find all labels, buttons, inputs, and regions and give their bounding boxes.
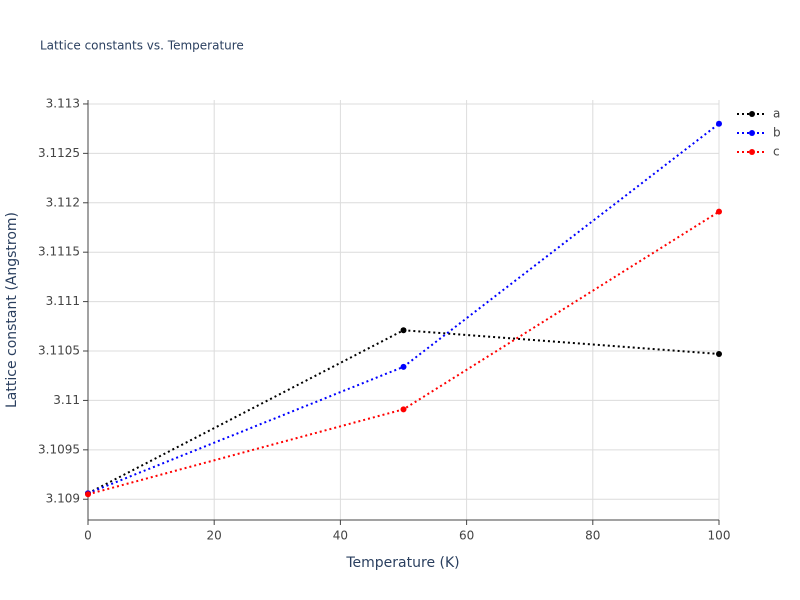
x-tick-label: 100 xyxy=(708,529,731,543)
legend-label: c xyxy=(773,145,780,159)
y-tick-label: 3.112 xyxy=(46,195,80,209)
y-tick-label: 3.1125 xyxy=(38,146,80,160)
x-axis-label: Temperature (K) xyxy=(345,555,459,571)
x-tick-label: 20 xyxy=(207,529,222,543)
y-axis-label: Lattice constant (Angstrom) xyxy=(4,212,20,408)
x-tick-label: 40 xyxy=(333,529,348,543)
legend-label: b xyxy=(773,126,781,140)
series-line xyxy=(87,210,720,496)
legend-swatch xyxy=(749,111,755,117)
point xyxy=(716,120,722,127)
point xyxy=(400,406,407,413)
x-tick-label: 60 xyxy=(459,529,474,543)
chart-title: Lattice constants vs. Temperature xyxy=(40,39,244,53)
point xyxy=(716,208,722,215)
legend-label: a xyxy=(773,107,780,121)
point xyxy=(85,491,91,498)
x-tick-label: 0 xyxy=(84,529,92,543)
y-tick-label: 3.113 xyxy=(46,96,80,110)
legend-swatch xyxy=(749,130,755,136)
y-tick-label: 3.11 xyxy=(53,393,80,407)
point xyxy=(400,363,407,370)
x-tick-label: 80 xyxy=(585,529,600,543)
y-tick-label: 3.109 xyxy=(46,492,80,506)
point xyxy=(400,327,407,334)
point xyxy=(716,350,722,357)
y-tick-label: 3.1115 xyxy=(38,245,80,259)
y-tick-label: 3.1095 xyxy=(38,442,80,456)
legend-swatch xyxy=(749,149,755,155)
y-tick-label: 3.1105 xyxy=(38,344,80,358)
series-line xyxy=(87,122,720,495)
y-tick-label: 3.111 xyxy=(46,294,80,308)
